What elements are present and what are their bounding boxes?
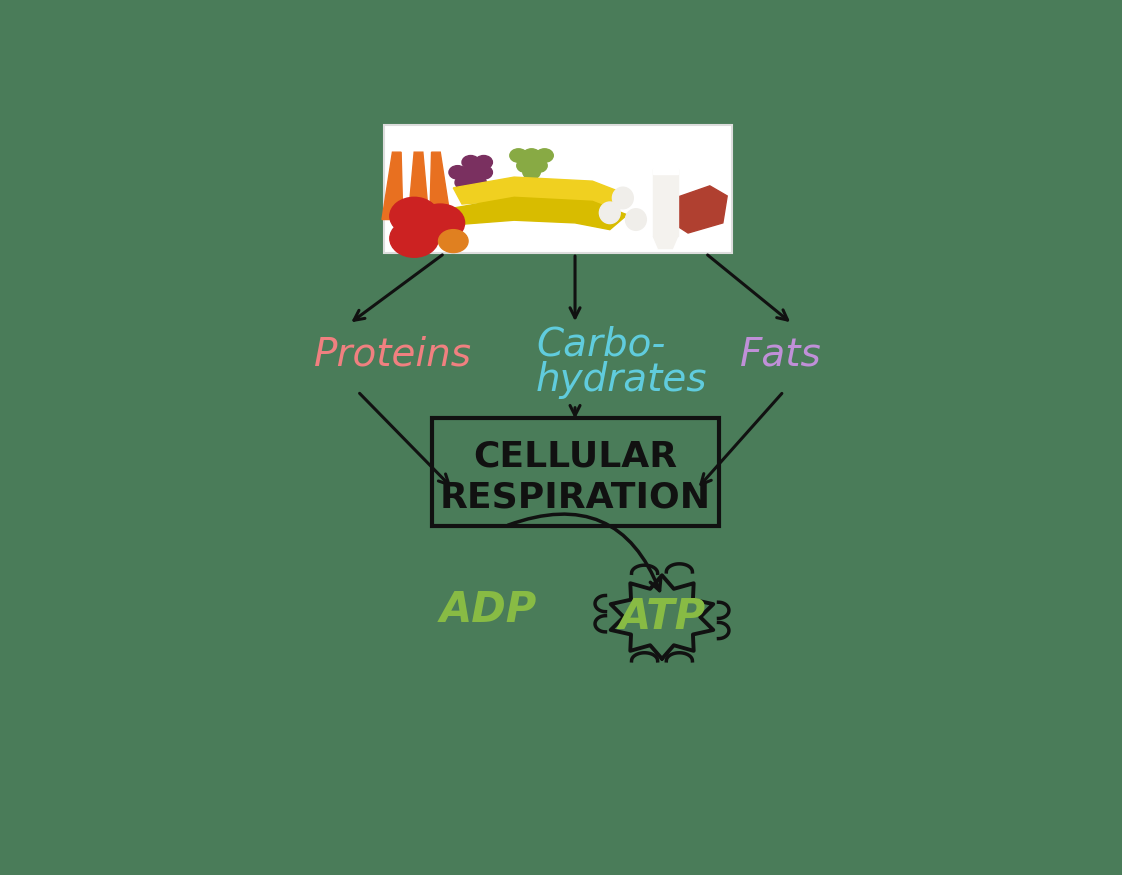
Circle shape <box>389 220 439 257</box>
Ellipse shape <box>613 187 633 209</box>
Text: ADP: ADP <box>440 590 536 632</box>
Circle shape <box>523 149 541 162</box>
Text: Fats: Fats <box>741 335 822 374</box>
Text: hydrates: hydrates <box>536 360 707 399</box>
Text: Proteins: Proteins <box>314 335 472 374</box>
Text: ATP: ATP <box>618 596 706 638</box>
Bar <box>653 169 678 236</box>
Circle shape <box>449 165 467 179</box>
Circle shape <box>517 159 534 172</box>
Circle shape <box>462 156 479 169</box>
Polygon shape <box>430 152 451 220</box>
Polygon shape <box>453 177 627 209</box>
Circle shape <box>469 176 486 189</box>
Polygon shape <box>662 186 727 233</box>
Circle shape <box>475 156 493 169</box>
Ellipse shape <box>599 202 620 224</box>
Circle shape <box>523 165 541 179</box>
Circle shape <box>456 176 472 189</box>
Polygon shape <box>408 152 429 220</box>
Circle shape <box>475 165 493 179</box>
Text: RESPIRATION: RESPIRATION <box>440 480 710 514</box>
Text: CELLULAR: CELLULAR <box>473 440 677 473</box>
Circle shape <box>389 197 439 235</box>
Circle shape <box>530 159 548 172</box>
Circle shape <box>416 204 465 242</box>
Circle shape <box>536 149 553 162</box>
Circle shape <box>462 165 479 179</box>
Polygon shape <box>453 197 627 229</box>
Bar <box>653 168 678 174</box>
Polygon shape <box>381 152 403 220</box>
Polygon shape <box>653 236 678 248</box>
FancyArrowPatch shape <box>508 514 661 591</box>
Text: Carbo-: Carbo- <box>536 326 665 363</box>
Ellipse shape <box>625 209 646 230</box>
Circle shape <box>439 229 468 253</box>
FancyBboxPatch shape <box>384 125 732 253</box>
Circle shape <box>509 149 527 162</box>
